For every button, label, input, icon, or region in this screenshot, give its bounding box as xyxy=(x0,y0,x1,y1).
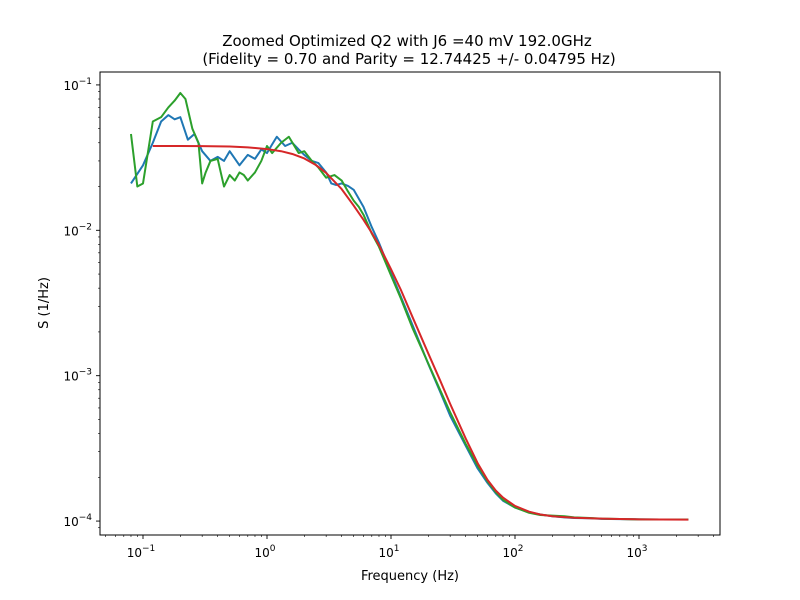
series-line-2 xyxy=(152,145,689,521)
x-tick-label-2: 101 xyxy=(378,544,399,560)
y-tick-label-2: 10−2 xyxy=(63,222,92,238)
y-tick-label-0: 10−4 xyxy=(63,513,92,529)
x-tick-label-0: 10−1 xyxy=(127,544,156,560)
y-tick-label-1: 10−3 xyxy=(63,368,92,384)
chart-title: Zoomed Optimized Q2 with J6 =40 mV 192.0… xyxy=(222,32,592,50)
series-line-1 xyxy=(129,91,689,521)
y-axis-label: S (1/Hz) xyxy=(37,277,52,329)
plot-area xyxy=(100,72,720,535)
ticks-layer: 10−1 100 101 102 103 10−4 10−3 10−2 10−1 xyxy=(63,77,714,560)
x-tick-label-3: 102 xyxy=(502,544,523,560)
x-axis-label: Frequency (Hz) xyxy=(361,569,459,584)
plot-frame xyxy=(99,71,721,536)
y-tick-label-3: 10−1 xyxy=(63,77,92,93)
series-layer xyxy=(129,91,689,521)
chart-subtitle: (Fidelity = 0.70 and Parity = 12.74425 +… xyxy=(202,50,615,68)
x-tick-label-1: 100 xyxy=(254,544,275,560)
x-tick-label-4: 103 xyxy=(626,544,647,560)
